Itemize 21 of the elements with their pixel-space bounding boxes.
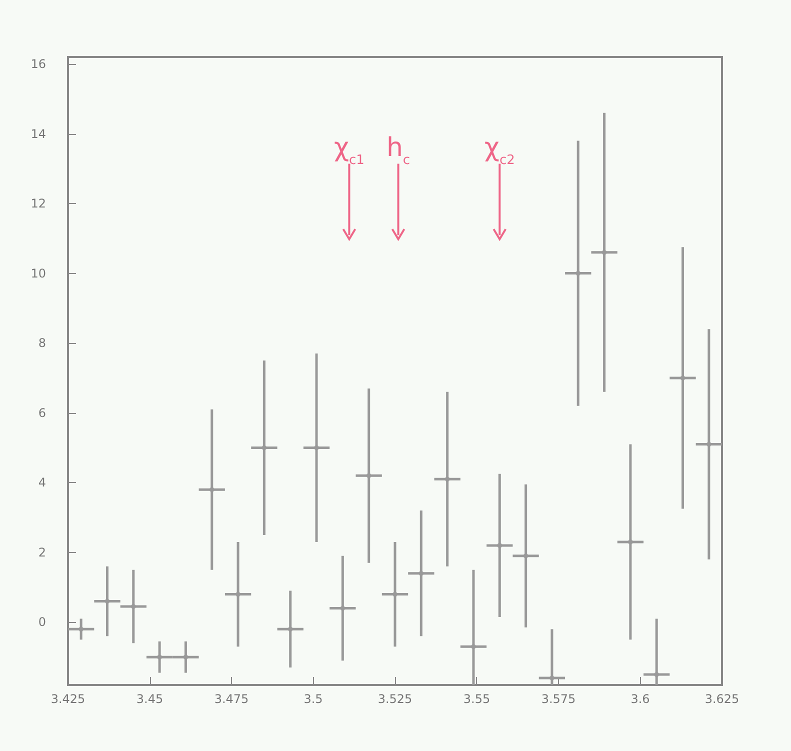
x-tick-label: 3.525	[378, 692, 412, 706]
x-tick-label: 3.425	[50, 692, 86, 706]
x-tick-label: 3.55	[463, 692, 490, 706]
y-tick-label: 12	[30, 196, 46, 211]
y-tick-label: 14	[30, 126, 46, 141]
x-tick-label: 3.475	[214, 692, 249, 706]
x-tick-label: 3.5	[304, 692, 323, 706]
y-tick-label: 10	[30, 266, 46, 280]
x-tick-label: 3.575	[541, 692, 576, 706]
ref-line-label: h$_{c}$	[386, 132, 410, 168]
y-tick-label: 2	[38, 545, 46, 560]
y-tick-label: 8	[38, 336, 46, 350]
ref-line-label: χ$_{c1}$	[334, 132, 364, 168]
x-tick-label: 3.6	[630, 692, 650, 706]
y-tick-label: 4	[38, 476, 46, 490]
y-tick-label: 6	[38, 406, 46, 420]
ref-line-label: χ$_{c2}$	[484, 132, 515, 168]
x-tick-label: 3.45	[136, 692, 164, 706]
y-tick-label: 16	[30, 56, 46, 71]
x-tick-label: 3.625	[704, 692, 740, 706]
y-tick-label: 0	[38, 615, 46, 630]
